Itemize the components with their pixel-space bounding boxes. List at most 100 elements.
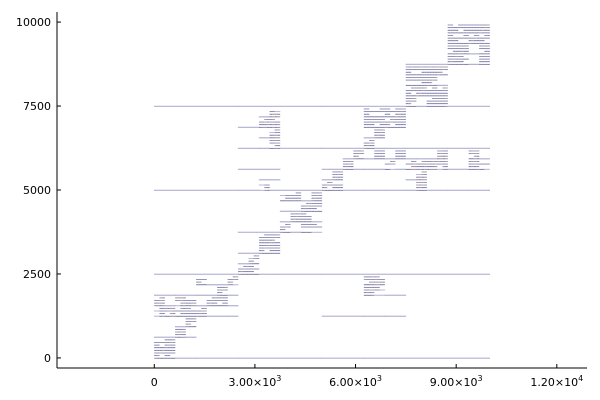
matrix-block [253, 258, 257, 259]
matrix-block [222, 297, 226, 299]
matrix-block [369, 276, 372, 278]
matrix-block [410, 95, 417, 97]
matrix-block [442, 100, 446, 102]
matrix-block [397, 126, 401, 128]
matrix-block [405, 100, 409, 102]
matrix-block [395, 168, 407, 170]
matrix-block [261, 250, 265, 252]
matrix-block [465, 48, 469, 50]
matrix-block [350, 168, 354, 170]
matrix-block [416, 184, 420, 186]
matrix-block [258, 189, 265, 191]
matrix-block [211, 297, 215, 299]
matrix-block [479, 42, 483, 44]
matrix-block [447, 29, 451, 31]
matrix-block [374, 286, 378, 288]
matrix-block [486, 58, 490, 60]
matrix-block [363, 137, 375, 139]
matrix-block [439, 150, 443, 152]
matrix-block [175, 328, 179, 330]
matrix-block [274, 137, 278, 139]
matrix-block [455, 32, 459, 34]
matrix-block [180, 307, 184, 309]
matrix-block [298, 216, 302, 217]
matrix-block [159, 349, 163, 351]
matrix-block [374, 150, 378, 152]
matrix-block [463, 45, 467, 47]
matrix-block [429, 74, 433, 76]
matrix-block [382, 153, 386, 155]
matrix-block [413, 79, 417, 81]
matrix-block [159, 302, 163, 304]
matrix-block [277, 250, 281, 252]
matrix-block [429, 77, 433, 78]
matrix-block [452, 32, 456, 34]
matrix-block [251, 263, 255, 265]
matrix-block [442, 158, 446, 160]
matrix-block [465, 53, 469, 55]
y-tick-label: 7500 [23, 100, 51, 113]
matrix-block [164, 344, 168, 346]
matrix-block [486, 50, 490, 52]
matrix-block [424, 166, 427, 168]
matrix-block [269, 121, 273, 123]
matrix-block [169, 339, 173, 341]
matrix-block [403, 155, 407, 157]
matrix-block [421, 90, 425, 92]
matrix-block [463, 63, 469, 65]
matrix-block [439, 74, 443, 76]
matrix-block [434, 79, 438, 81]
x-tick-label: 6.00×103 [329, 374, 382, 389]
matrix-block [300, 231, 307, 233]
matrix-block [169, 313, 173, 315]
matrix-block [429, 160, 433, 162]
matrix-block [439, 103, 443, 105]
matrix-block [348, 160, 351, 162]
matrix-block [418, 166, 422, 168]
matrix-block [300, 226, 304, 228]
matrix-block [248, 273, 252, 275]
matrix-block [272, 126, 275, 128]
matrix-block [175, 310, 181, 312]
matrix-block [447, 45, 451, 47]
matrix-block [371, 119, 375, 120]
matrix-block [232, 279, 236, 280]
matrix-block [274, 113, 278, 115]
matrix-block [387, 126, 391, 128]
matrix-block [418, 176, 422, 178]
matrix-block [389, 163, 393, 165]
matrix-block [479, 58, 483, 60]
matrix-block [154, 352, 158, 354]
matrix-block [366, 113, 370, 115]
matrix-block [311, 202, 315, 204]
matrix-block [463, 50, 467, 52]
matrix-block [198, 313, 202, 315]
matrix-block [413, 160, 417, 162]
matrix-block [369, 289, 372, 291]
matrix-block [416, 69, 420, 71]
matrix-block [465, 37, 469, 39]
matrix-block [277, 129, 281, 131]
matrix-block [272, 124, 275, 126]
matrix-block [290, 197, 294, 199]
matrix-block [345, 166, 349, 168]
matrix-block [458, 37, 464, 39]
matrix-block [201, 315, 205, 317]
matrix-block [161, 305, 165, 307]
matrix-block [337, 184, 344, 186]
matrix-block [190, 326, 197, 328]
matrix-block [431, 66, 435, 68]
matrix-block [463, 42, 469, 44]
matrix-block [154, 357, 158, 359]
matrix-block [450, 24, 454, 26]
matrix-block [217, 294, 220, 296]
matrix-block [445, 98, 448, 99]
matrix-block [471, 40, 475, 42]
matrix-block [240, 271, 244, 273]
matrix-block [363, 142, 370, 144]
matrix-block [161, 313, 165, 315]
matrix-block [306, 223, 310, 225]
matrix-block [416, 174, 422, 176]
matrix-block [450, 40, 454, 42]
matrix-block [486, 56, 490, 57]
